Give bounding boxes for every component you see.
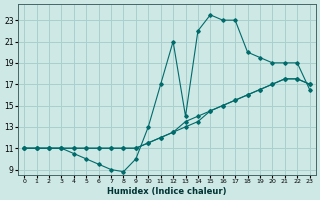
X-axis label: Humidex (Indice chaleur): Humidex (Indice chaleur)	[107, 187, 227, 196]
